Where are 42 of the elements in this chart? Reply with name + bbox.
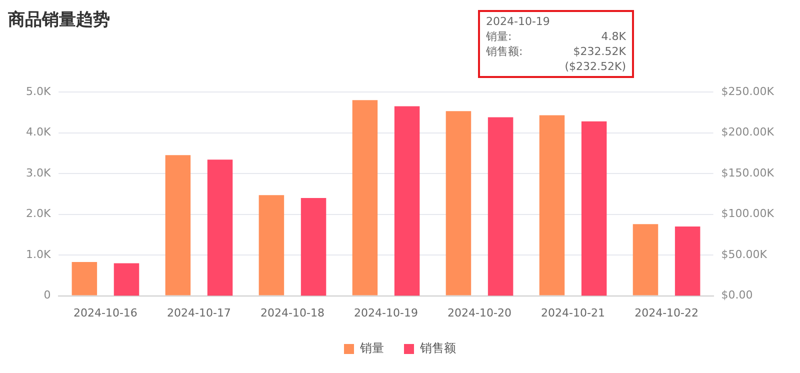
bar bbox=[394, 106, 420, 296]
y2-tick-label: $250.00K bbox=[721, 84, 775, 98]
y-tick-label: 3.0K bbox=[26, 166, 52, 180]
bar bbox=[674, 226, 700, 296]
x-tick-label: 2024-10-19 bbox=[354, 306, 418, 320]
x-tick-label: 2024-10-17 bbox=[167, 306, 231, 320]
text: 4.8K bbox=[601, 29, 626, 44]
legend-label: 销量 bbox=[359, 341, 384, 356]
y2-tick-label: $100.00K bbox=[721, 207, 775, 220]
bar bbox=[581, 121, 607, 296]
text: 2024-10-19 bbox=[486, 14, 551, 29]
y-tick-label: 2.0K bbox=[26, 207, 52, 220]
x-tick-label: 2024-10-22 bbox=[634, 306, 699, 320]
x-tick-label: 2024-10-18 bbox=[260, 306, 324, 320]
y2-tick-label: $150.00K bbox=[721, 166, 775, 180]
y-tick-label: 1.0K bbox=[26, 248, 52, 261]
bar bbox=[632, 224, 658, 296]
y-tick-label: 4.0K bbox=[26, 126, 52, 139]
x-tick-label: 2024-10-20 bbox=[448, 306, 512, 320]
text: $232.52K bbox=[573, 44, 626, 59]
text: 销售额: bbox=[486, 44, 523, 59]
legend-label: 销售额 bbox=[419, 341, 456, 356]
bar bbox=[258, 195, 284, 296]
bar bbox=[207, 160, 233, 296]
bar bbox=[72, 262, 98, 296]
y2-tick-label: $200.00K bbox=[721, 126, 775, 139]
text: 销量: bbox=[486, 29, 512, 44]
text: ($232.52K) bbox=[564, 59, 626, 74]
bar bbox=[446, 111, 472, 296]
bar bbox=[352, 100, 378, 296]
y2-tick-label: $50.00K bbox=[721, 248, 768, 261]
x-tick-label: 2024-10-21 bbox=[541, 306, 605, 320]
chart-title: 商品销量趋势 bbox=[8, 10, 110, 30]
bar bbox=[300, 198, 326, 296]
x-tick-label: 2024-10-16 bbox=[73, 306, 138, 320]
y2-tick-label: $0.00 bbox=[721, 288, 753, 302]
bar bbox=[539, 115, 565, 296]
bar bbox=[488, 117, 514, 296]
y-tick-label: 5.0K bbox=[26, 84, 52, 98]
bar bbox=[114, 263, 140, 296]
bar bbox=[165, 155, 191, 296]
y-tick-label: 0 bbox=[44, 288, 51, 302]
